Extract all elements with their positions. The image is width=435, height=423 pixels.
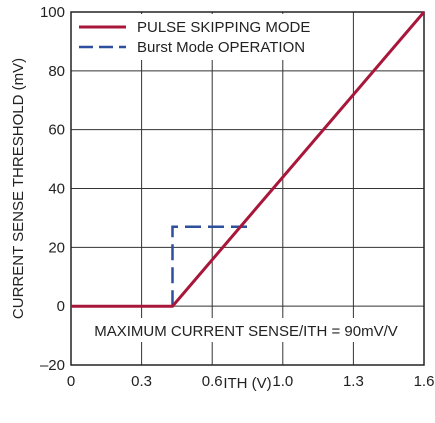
x-axis-title: ITH (V) — [223, 375, 271, 392]
x-axis-ticks: 0 0.3 0.6 1.0 1.3 1.6 — [67, 373, 435, 390]
annotation-background — [86, 318, 416, 342]
y-axis-ticks: –20 0 20 40 60 80 100 — [40, 4, 65, 374]
grid — [71, 12, 424, 365]
legend-label-burst-mode: Burst Mode OPERATION — [137, 39, 305, 56]
y-tick-label: 100 — [40, 4, 65, 21]
x-tick-label: 0.6 — [202, 373, 223, 390]
series-line-burst-mode — [171, 225, 248, 307]
y-tick-label: 40 — [48, 181, 65, 198]
y-tick-label: 0 — [57, 298, 65, 315]
x-tick-label: 0 — [67, 373, 75, 390]
x-tick-label: 0.3 — [131, 373, 152, 390]
x-tick-label: 1.6 — [414, 373, 435, 390]
y-tick-label: –20 — [40, 357, 65, 374]
x-tick-label: 1.0 — [272, 373, 293, 390]
plot-frame — [70, 11, 425, 366]
y-tick-label: 80 — [48, 63, 65, 80]
annotation-text: MAXIMUM CURRENT SENSE/ITH = 90mV/V — [94, 323, 398, 340]
legend-label-pulse-skipping: PULSE SKIPPING MODE — [137, 19, 310, 36]
y-axis-title: CURRENT SENSE THRESHOLD (mV) — [10, 58, 27, 319]
y-tick-label: 20 — [48, 239, 65, 256]
series-layer — [71, 11, 426, 308]
legend-background — [73, 14, 338, 60]
annotation-group: MAXIMUM CURRENT SENSE/ITH = 90mV/V — [86, 318, 416, 342]
y-tick-label: 60 — [48, 122, 65, 139]
x-tick-label: 1.3 — [343, 373, 364, 390]
series-line-pulse-skipping — [71, 11, 426, 308]
legend: PULSE SKIPPING MODE Burst Mode OPERATION — [73, 14, 338, 60]
